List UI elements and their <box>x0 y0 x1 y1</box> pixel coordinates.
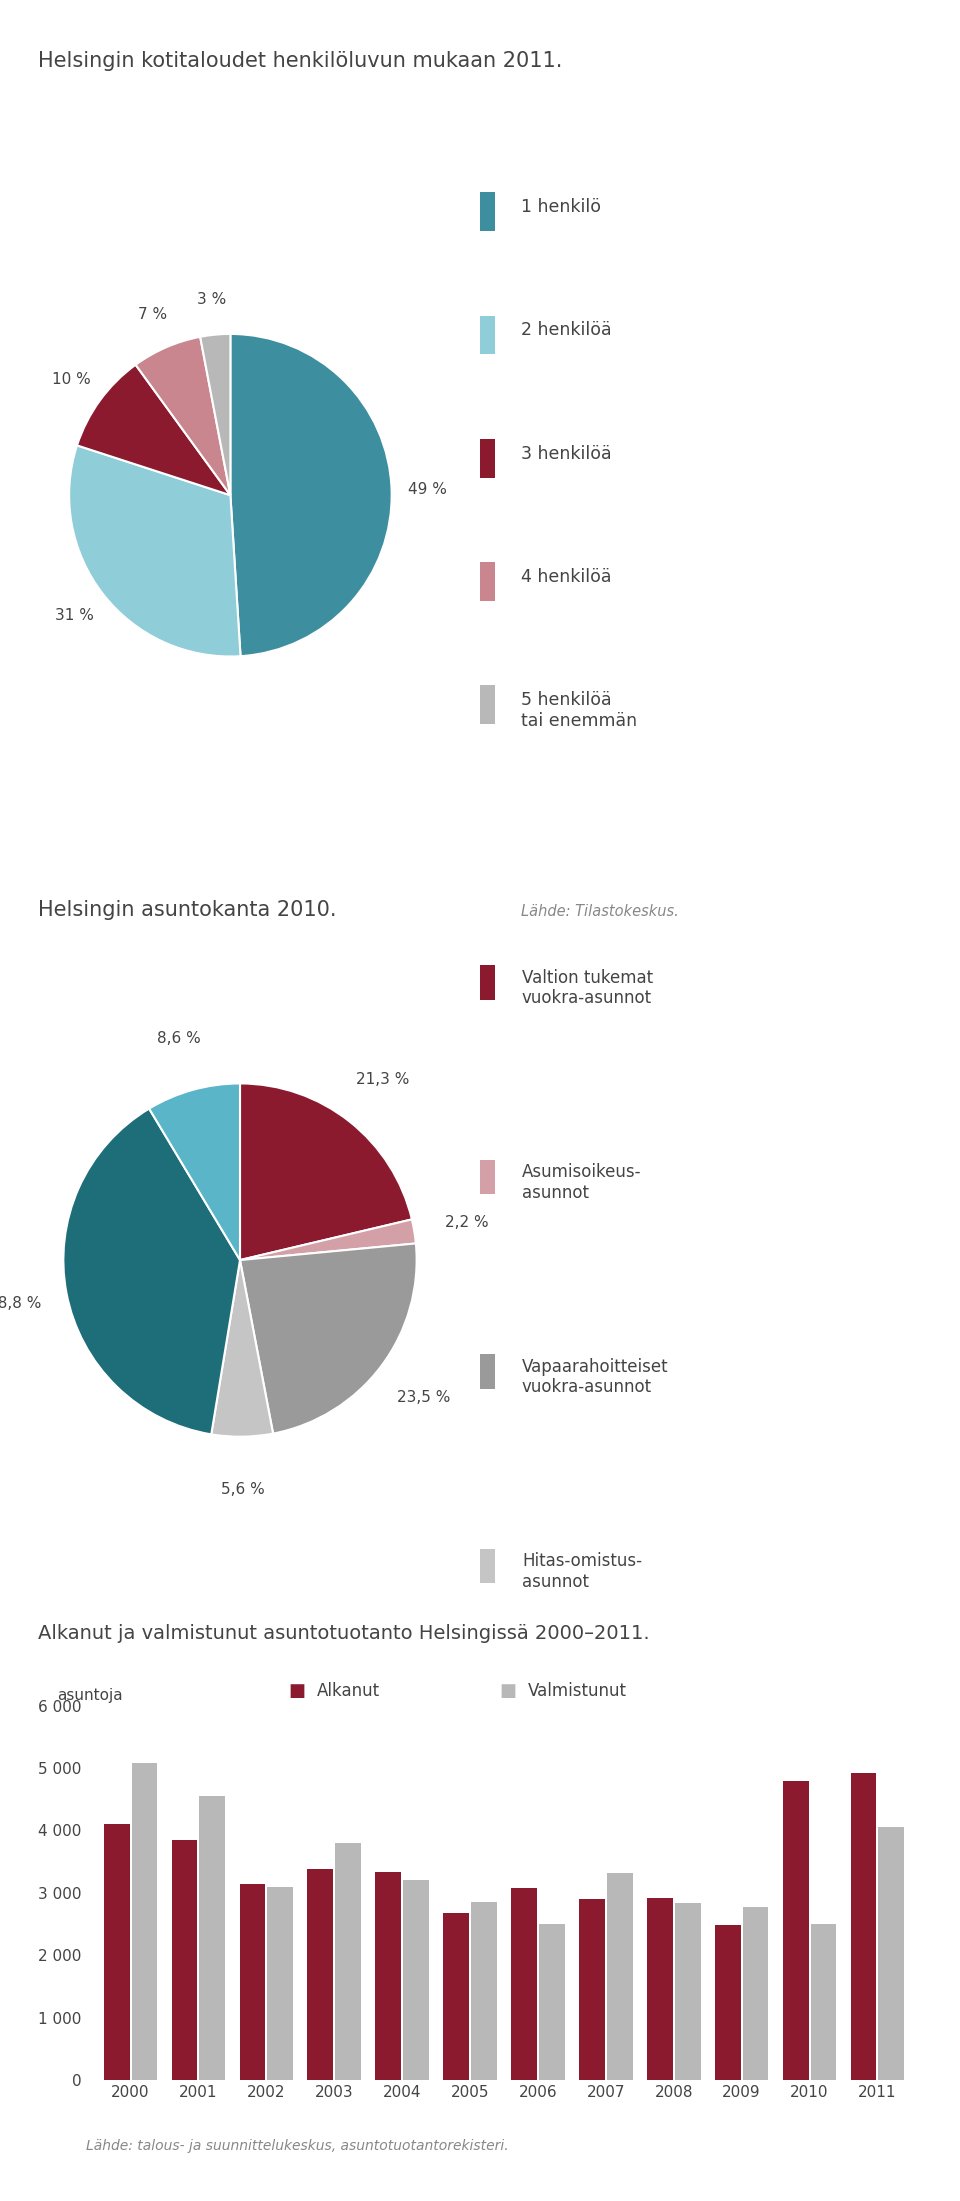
Text: 4 henkilöä: 4 henkilöä <box>521 568 612 585</box>
Text: Hitas-omistus-
asunnot: Hitas-omistus- asunnot <box>522 1552 642 1591</box>
Bar <box>579 1899 605 2080</box>
Wedge shape <box>63 1109 240 1435</box>
Text: ■: ■ <box>499 1682 516 1699</box>
Text: 49 %: 49 % <box>408 482 446 497</box>
Text: Lähde: talous- ja suunnittelukeskus, asuntotuotantorekisteri.: Lähde: talous- ja suunnittelukeskus, asu… <box>86 2139 509 2153</box>
Bar <box>480 315 494 354</box>
Bar <box>810 1924 836 2080</box>
Text: Vapaarahoitteiset
vuokra-asunnot: Vapaarahoitteiset vuokra-asunnot <box>522 1358 668 1395</box>
Bar <box>335 1842 361 2080</box>
Bar <box>675 1904 701 2080</box>
Wedge shape <box>69 445 241 656</box>
Text: Vapaarahoitteiset
omistusasunnot: Vapaarahoitteiset omistusasunnot <box>522 1748 668 1785</box>
Bar <box>307 1869 333 2080</box>
Text: 5,6 %: 5,6 % <box>221 1481 265 1497</box>
Bar <box>172 1840 198 2080</box>
Bar <box>267 1886 293 2080</box>
Text: 10 %: 10 % <box>52 372 90 387</box>
Text: Valmistunut: Valmistunut <box>528 1682 627 1699</box>
Bar <box>743 1906 768 2080</box>
Bar <box>539 1924 564 2080</box>
Bar <box>480 1354 495 1389</box>
Bar <box>715 1926 741 2080</box>
Text: 1 henkilö: 1 henkilö <box>521 198 601 216</box>
Bar <box>851 1772 876 2080</box>
Wedge shape <box>135 337 230 495</box>
Text: Helsingin asuntokanta 2010.: Helsingin asuntokanta 2010. <box>38 900 337 920</box>
Wedge shape <box>201 335 230 495</box>
Wedge shape <box>240 1244 417 1433</box>
Text: Valtion tukemat
vuokra-asunnot: Valtion tukemat vuokra-asunnot <box>522 968 653 1008</box>
Text: 8,6 %: 8,6 % <box>156 1032 201 1045</box>
Text: 3 %: 3 % <box>197 293 227 306</box>
Bar <box>511 1888 537 2080</box>
Wedge shape <box>211 1259 273 1437</box>
Bar <box>132 1763 157 2080</box>
Bar <box>375 1873 401 2080</box>
Bar <box>480 1550 495 1583</box>
Bar <box>878 1827 904 2080</box>
Bar <box>239 1884 265 2080</box>
Text: asuntoja: asuntoja <box>58 1688 123 1704</box>
Text: ■: ■ <box>288 1682 305 1699</box>
Wedge shape <box>77 365 230 495</box>
Text: Muu/tuntematon: Muu/tuntematon <box>522 1941 660 1959</box>
Text: 23,5 %: 23,5 % <box>396 1391 450 1406</box>
Text: 7 %: 7 % <box>137 308 167 321</box>
Bar <box>782 1781 808 2080</box>
Bar <box>444 1913 469 2080</box>
Bar <box>480 438 494 478</box>
Text: 38,8 %: 38,8 % <box>0 1296 41 1310</box>
Text: Lähde: Tilastokeskus ja
kiinteistöviraston asunto-osasto.: Lähde: Tilastokeskus ja kiinteistövirast… <box>522 2016 761 2049</box>
Bar <box>480 1937 495 1972</box>
Wedge shape <box>230 335 392 656</box>
Text: Helsingin kotitaloudet henkilöluvun mukaan 2011.: Helsingin kotitaloudet henkilöluvun muka… <box>38 51 563 70</box>
Text: 2 henkilöä: 2 henkilöä <box>521 321 612 339</box>
Bar <box>104 1825 130 2080</box>
Text: 3 henkilöä: 3 henkilöä <box>521 445 612 462</box>
Text: 5 henkilöä
tai enemmän: 5 henkilöä tai enemmän <box>521 691 637 731</box>
Bar <box>480 685 494 724</box>
Bar <box>607 1873 633 2080</box>
Bar <box>471 1902 497 2080</box>
Bar <box>403 1880 429 2080</box>
Text: Alkanut ja valmistunut asuntotuotanto Helsingissä 2000–2011.: Alkanut ja valmistunut asuntotuotanto He… <box>38 1624 650 1644</box>
Bar <box>200 1796 226 2080</box>
Text: Lähde: Tilastokeskus.: Lähde: Tilastokeskus. <box>521 905 679 918</box>
Wedge shape <box>240 1219 416 1259</box>
Wedge shape <box>240 1083 412 1259</box>
Bar <box>480 561 494 601</box>
Text: 31 %: 31 % <box>56 607 94 623</box>
Bar <box>480 191 494 231</box>
Bar <box>480 966 495 999</box>
Text: 2,2 %: 2,2 % <box>444 1215 489 1230</box>
Bar <box>647 1897 673 2080</box>
Bar <box>480 1743 495 1778</box>
Text: 21,3 %: 21,3 % <box>356 1072 409 1087</box>
Text: Alkanut: Alkanut <box>317 1682 380 1699</box>
Text: Asumisoikeus-
asunnot: Asumisoikeus- asunnot <box>522 1162 641 1202</box>
Bar <box>480 1160 495 1195</box>
Wedge shape <box>149 1083 240 1259</box>
